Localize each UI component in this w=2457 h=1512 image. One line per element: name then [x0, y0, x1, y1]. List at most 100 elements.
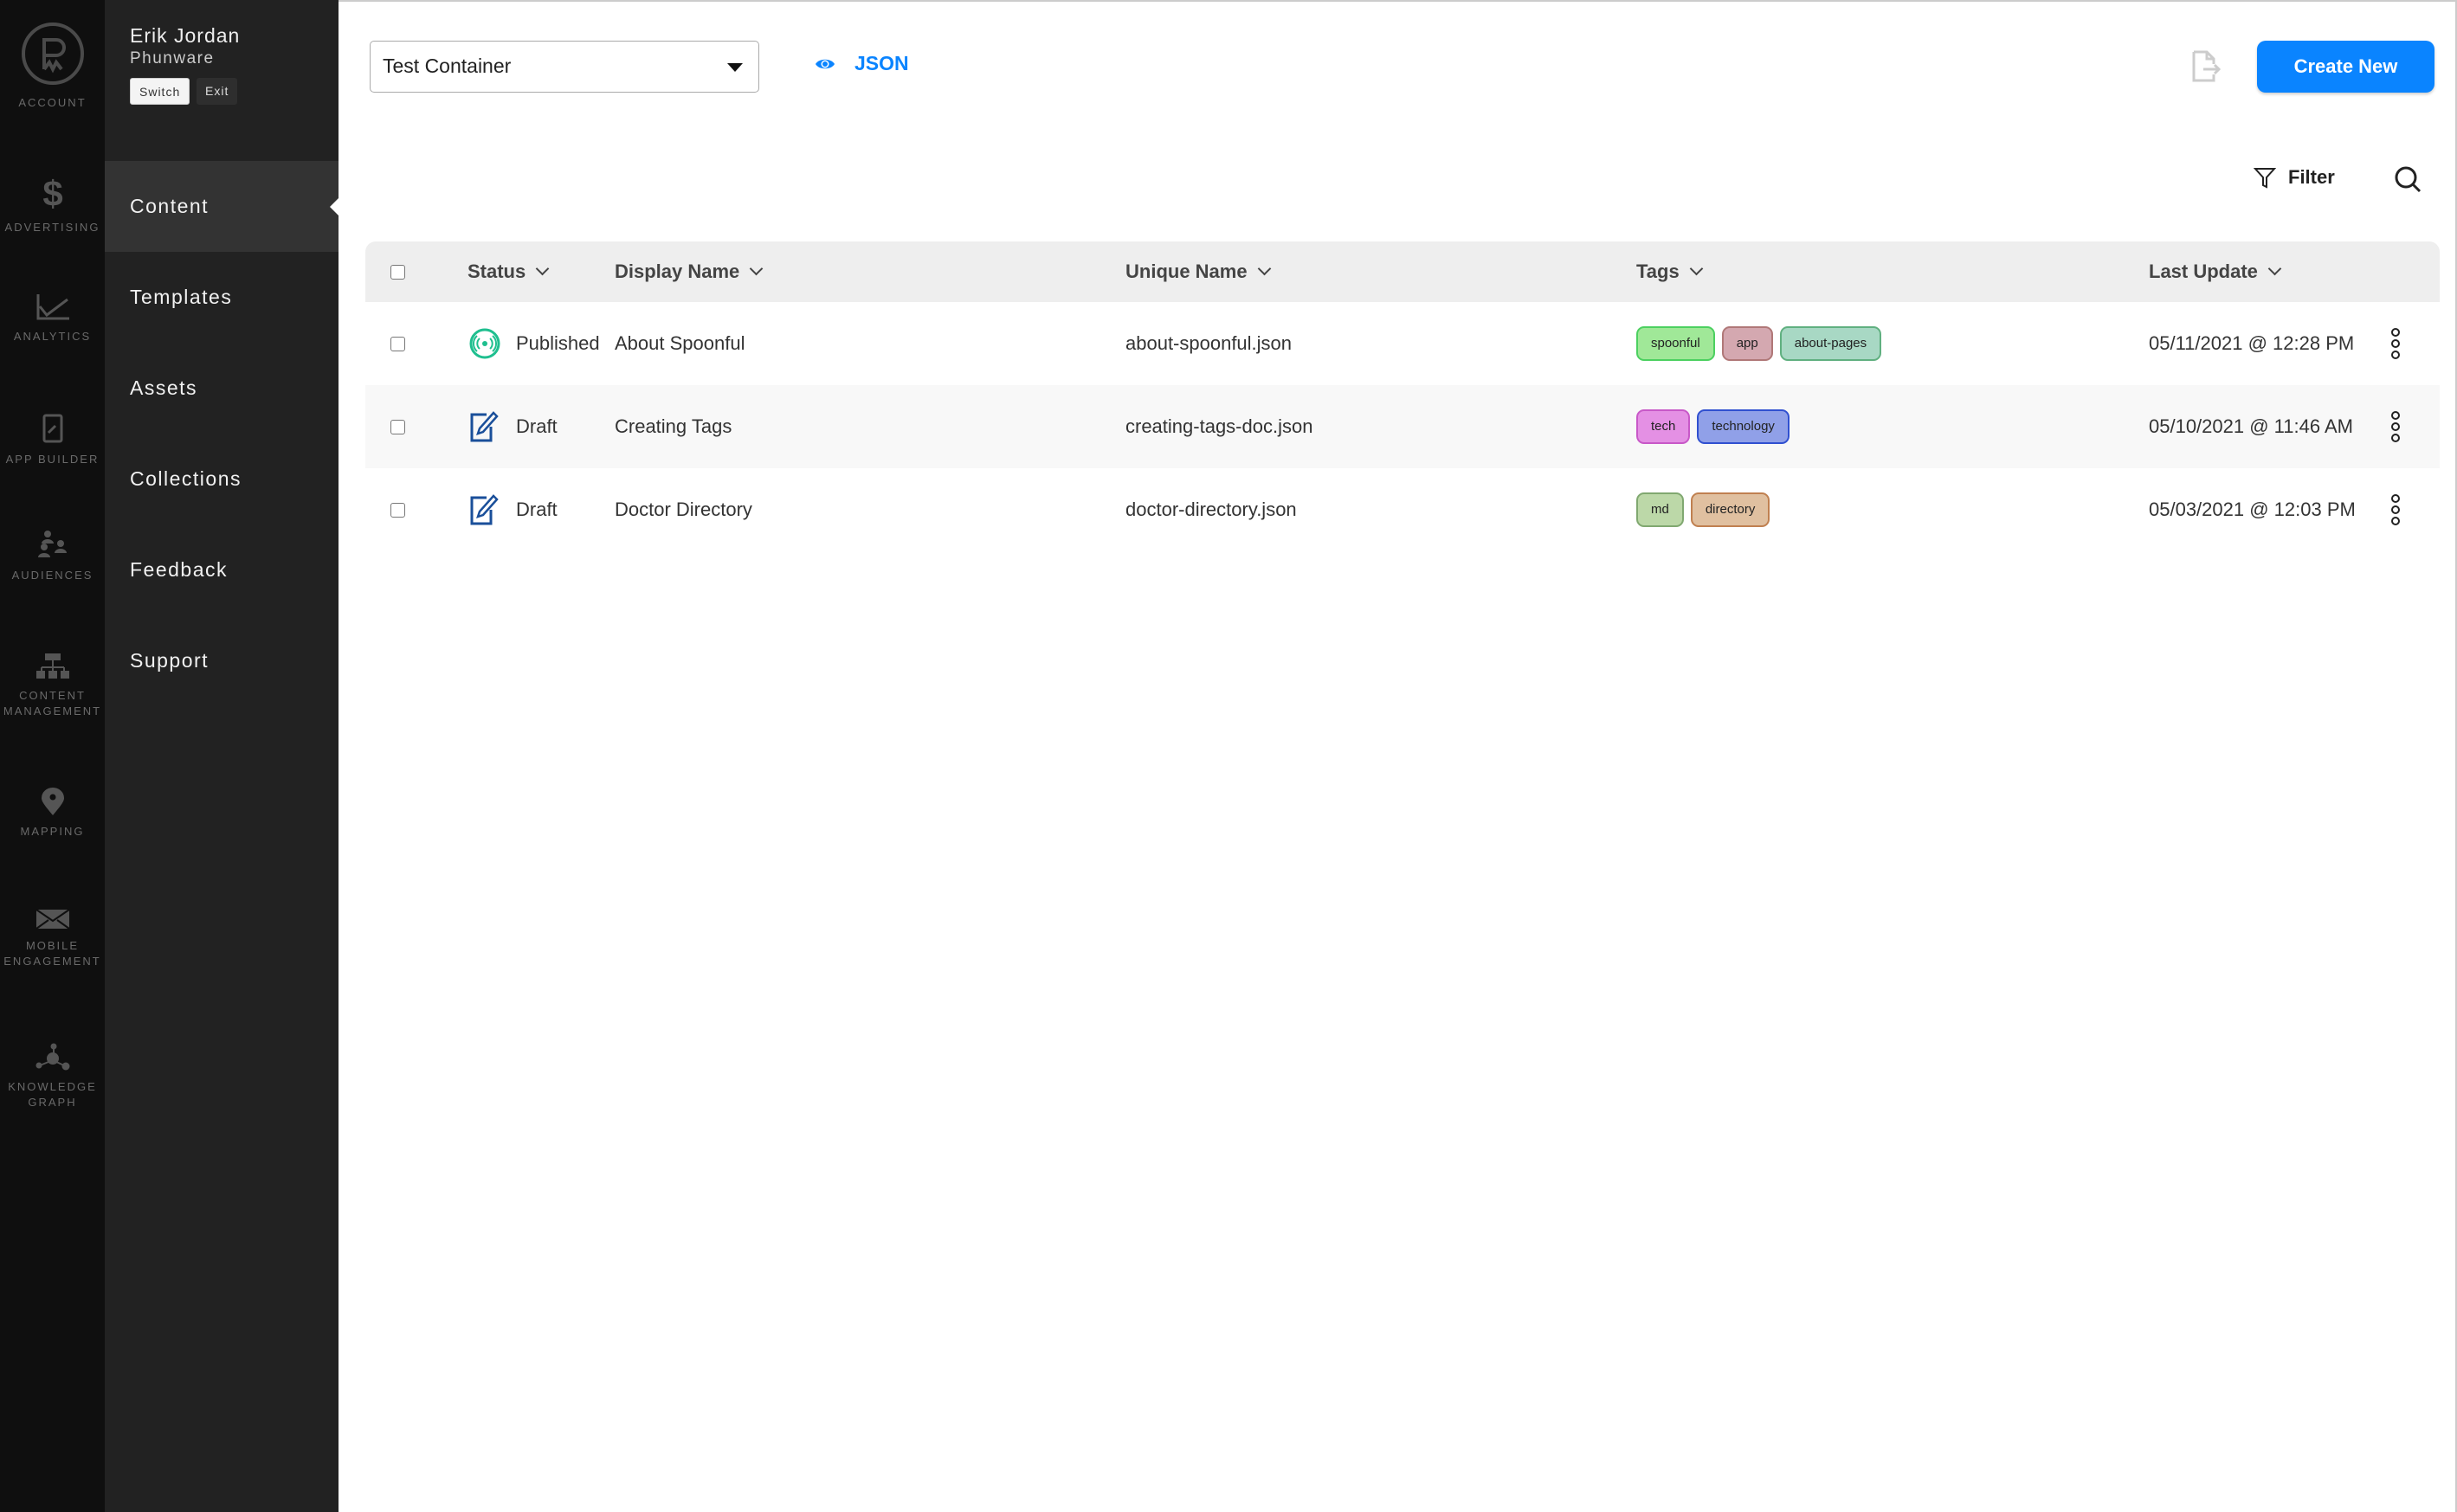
content-table: Status Display Name Unique Name Tags Las…	[365, 241, 2440, 551]
unique-name: doctor-directory.json	[1125, 499, 1297, 520]
rail-label: APP BUILDER	[5, 453, 100, 466]
rail-label: AUDIENCES	[11, 569, 94, 582]
more-options-icon[interactable]	[2389, 411, 2402, 447]
rail-item-account[interactable]: ACCOUNT	[0, 21, 105, 111]
nav-item-feedback[interactable]: Feedback	[105, 524, 339, 615]
nav-item-label: Support	[130, 649, 210, 672]
json-view-link[interactable]: JSON	[815, 52, 909, 75]
filter-label: Filter	[2288, 166, 2335, 188]
select-all-checkbox[interactable]	[390, 265, 405, 280]
tag-badge[interactable]: technology	[1697, 409, 1790, 444]
user-organization: Phunware	[130, 49, 215, 68]
nav-item-label: Content	[130, 195, 210, 217]
chevron-down-icon	[2267, 261, 2282, 276]
tag-list: spoonful app about-pages	[1636, 326, 1882, 361]
json-link-label: JSON	[854, 52, 909, 74]
chevron-down-icon	[535, 261, 550, 276]
row-checkbox[interactable]	[390, 503, 405, 518]
last-update: 05/03/2021 @ 12:03 PM	[2149, 499, 2356, 520]
tag-badge[interactable]: spoonful	[1636, 326, 1715, 361]
rail-item-audiences[interactable]: AUDIENCES	[0, 530, 105, 583]
header-label: Last Update	[2149, 261, 2258, 282]
people-icon	[0, 530, 105, 559]
create-new-button[interactable]: Create New	[2257, 41, 2434, 93]
nav-item-label: Assets	[130, 376, 198, 399]
table-row[interactable]: Draft Creating Tags creating-tags-doc.js…	[365, 385, 2440, 468]
nav-item-label: Feedback	[130, 558, 229, 581]
phunware-logo-icon	[0, 21, 105, 87]
user-name: Erik Jordan	[130, 24, 241, 47]
draft-edit-icon	[469, 494, 499, 530]
tag-badge[interactable]: md	[1636, 492, 1684, 527]
sitemap-icon	[0, 653, 105, 679]
row-checkbox[interactable]	[390, 420, 405, 434]
container-select[interactable]: Test Container	[370, 41, 759, 93]
tag-badge[interactable]: app	[1721, 326, 1773, 361]
rail-item-advertising[interactable]: $ ADVERTISING	[0, 173, 105, 235]
rail-item-content[interactable]: CONTENT MANAGEMENT	[0, 653, 105, 719]
display-name[interactable]: About Spoonful	[615, 332, 745, 354]
sort-display-name[interactable]: Display Name	[615, 241, 764, 302]
tag-badge[interactable]: tech	[1636, 409, 1691, 444]
last-update: 05/10/2021 @ 11:46 AM	[2149, 415, 2353, 437]
display-name[interactable]: Doctor Directory	[615, 499, 752, 520]
rail-label: MAPPING	[20, 825, 85, 838]
sort-unique-name[interactable]: Unique Name	[1125, 241, 1271, 302]
dollar-icon: $	[0, 173, 105, 211]
rail-item-analytics[interactable]: ANALYTICS	[0, 294, 105, 344]
rail-label: MOBILE ENGAGEMENT	[3, 939, 101, 968]
unique-name: creating-tags-doc.json	[1125, 415, 1313, 437]
funnel-icon	[2254, 168, 2276, 189]
rail-item-mobile[interactable]: MOBILE ENGAGEMENT	[0, 909, 105, 969]
published-broadcast-icon	[469, 328, 500, 364]
nav-item-assets[interactable]: Assets	[105, 343, 339, 434]
nav-item-templates[interactable]: Templates	[105, 252, 339, 343]
search-icon[interactable]	[2395, 166, 2422, 194]
rail-label: ANALYTICS	[13, 330, 92, 343]
sort-tags[interactable]: Tags	[1636, 241, 1703, 302]
container-select-value: Test Container	[383, 55, 512, 77]
graph-nodes-icon	[0, 1043, 105, 1071]
table-row[interactable]: Published About Spoonful about-spoonful.…	[365, 302, 2440, 385]
tag-list: tech technology	[1636, 409, 1790, 444]
rail-label: ADVERTISING	[4, 221, 100, 234]
table-row[interactable]: Draft Doctor Directory doctor-directory.…	[365, 468, 2440, 551]
nav-item-label: Templates	[130, 286, 233, 308]
rail-item-app builder[interactable]: APP BUILDER	[0, 414, 105, 467]
rail-label: ACCOUNT	[18, 96, 87, 109]
svg-text:$: $	[42, 173, 62, 211]
line-chart-icon	[0, 294, 105, 320]
rail-label: KNOWLEDGE GRAPH	[8, 1080, 97, 1109]
status-text: Published	[516, 332, 600, 354]
rail-item-knowledge[interactable]: KNOWLEDGE GRAPH	[0, 1043, 105, 1110]
chevron-down-icon	[1689, 261, 1703, 276]
header-label: Tags	[1636, 261, 1680, 282]
more-options-icon[interactable]	[2389, 494, 2402, 530]
sort-status[interactable]: Status	[468, 241, 550, 302]
export-file-icon[interactable]	[2191, 50, 2221, 83]
chevron-down-icon	[750, 261, 764, 276]
nav-item-content[interactable]: Content	[105, 161, 339, 252]
exit-button[interactable]: Exit	[197, 78, 238, 105]
filter-button[interactable]: Filter	[2254, 166, 2335, 189]
switch-button[interactable]: Switch	[130, 78, 190, 105]
nav-item-collections[interactable]: Collections	[105, 434, 339, 524]
table-header: Status Display Name Unique Name Tags Las…	[365, 241, 2440, 302]
rail-item-mapping[interactable]: MAPPING	[0, 788, 105, 840]
eye-icon	[816, 59, 835, 68]
phone-wrench-icon	[0, 414, 105, 443]
tag-badge[interactable]: directory	[1690, 492, 1770, 527]
more-options-icon[interactable]	[2389, 328, 2402, 364]
sort-last-update[interactable]: Last Update	[2149, 241, 2282, 302]
unique-name: about-spoonful.json	[1125, 332, 1293, 354]
main-content: Test Container JSON Create New Filter St…	[339, 0, 2457, 1512]
last-update: 05/11/2021 @ 12:28 PM	[2149, 332, 2355, 354]
nav-item-support[interactable]: Support	[105, 615, 339, 706]
tag-list: md directory	[1636, 492, 1770, 527]
draft-edit-icon	[469, 411, 499, 447]
display-name[interactable]: Creating Tags	[615, 415, 732, 437]
section-nav: Erik Jordan Phunware Switch Exit Content…	[105, 0, 339, 1512]
nav-item-label: Collections	[130, 467, 242, 490]
row-checkbox[interactable]	[390, 337, 405, 351]
tag-badge[interactable]: about-pages	[1779, 326, 1882, 361]
